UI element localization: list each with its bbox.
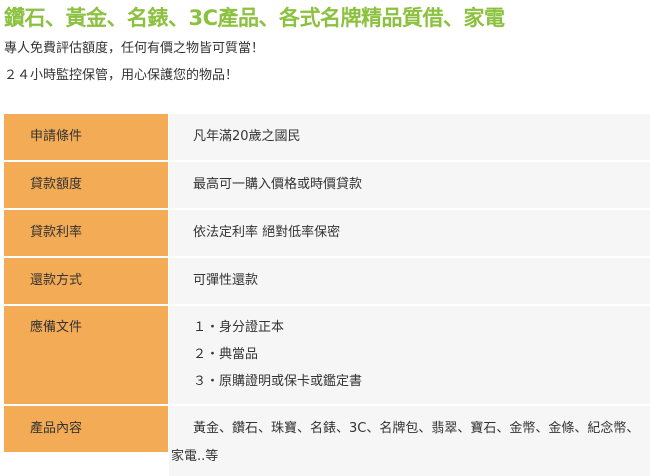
row-label: 產品內容 bbox=[4, 406, 168, 452]
row-label: 貸款額度 bbox=[4, 162, 168, 208]
row-value: １・身分證正本 ２・典當品 ３・原購證明或保卡或鑑定書 bbox=[169, 306, 650, 404]
table-row-documents: 應備文件 １・身分證正本 ２・典當品 ３・原購證明或保卡或鑑定書 bbox=[4, 306, 650, 404]
row-label: 應備文件 bbox=[4, 306, 168, 404]
intro-line-2: ２４小時監控保管，用心保護您的物品！ bbox=[4, 68, 239, 83]
table-row-application: 申請條件 凡年滿20歲之國民 bbox=[4, 114, 650, 160]
document-item: ３・原購證明或保卡或鑑定書 bbox=[193, 374, 363, 389]
table-row-amount: 貸款額度 最高可一購入價格或時價貸款 bbox=[4, 162, 650, 208]
document-item: ２・典當品 bbox=[193, 347, 259, 362]
row-label: 申請條件 bbox=[4, 114, 168, 160]
table-row-rate: 貸款利率 依法定利率 絕對低率保密 bbox=[4, 210, 650, 256]
row-label: 貸款利率 bbox=[4, 210, 168, 256]
intro-line-1: 專人免費評估額度，任何有價之物皆可質當！ bbox=[4, 41, 265, 56]
row-label: 還款方式 bbox=[4, 258, 168, 304]
row-value: 依法定利率 絕對低率保密 bbox=[169, 210, 650, 256]
row-value: 可彈性還款 bbox=[169, 258, 650, 304]
table-row-repayment: 還款方式 可彈性還款 bbox=[4, 258, 650, 304]
row-value: 最高可一購入價格或時價貸款 bbox=[169, 162, 650, 208]
page-title: 鑽石、黃金、名錶、3C產品、各式名牌精品質借、家電 bbox=[4, 6, 505, 30]
row-value: 凡年滿20歲之國民 bbox=[169, 114, 650, 160]
document-item: １・身分證正本 bbox=[193, 320, 285, 335]
table-row-products: 產品內容 黃金、鑽石、珠寶、名錶、3C、名牌包、翡翠、寶石、金幣、金條、紀念幣、… bbox=[4, 406, 650, 476]
row-value: 黃金、鑽石、珠寶、名錶、3C、名牌包、翡翠、寶石、金幣、金條、紀念幣、家電..等 bbox=[169, 406, 650, 476]
